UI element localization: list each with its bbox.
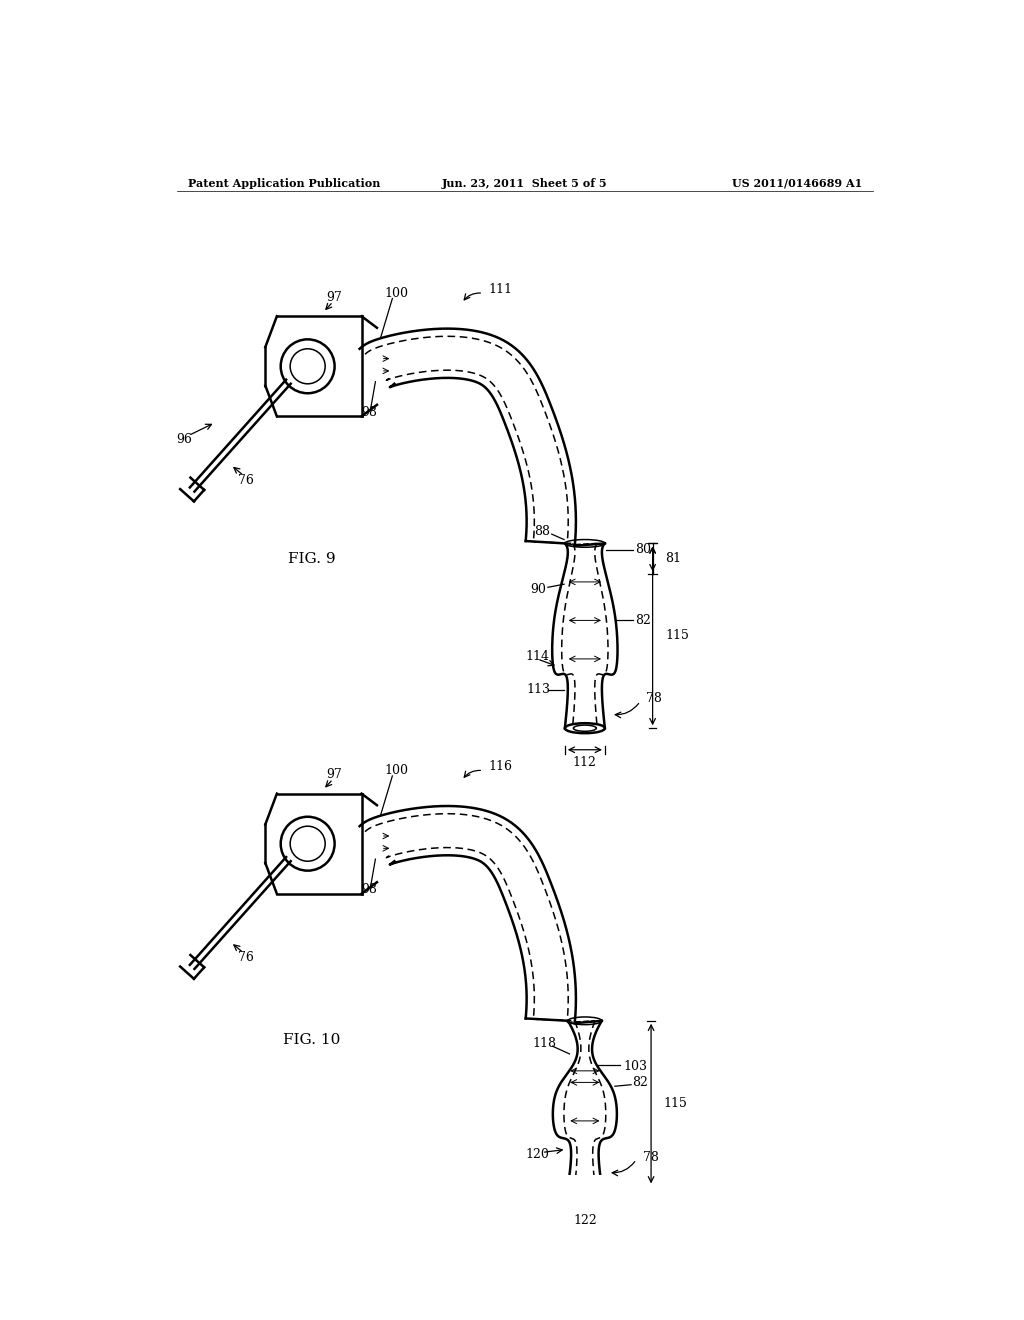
Text: Jun. 23, 2011  Sheet 5 of 5: Jun. 23, 2011 Sheet 5 of 5 bbox=[442, 178, 607, 189]
Text: FIG. 10: FIG. 10 bbox=[283, 1034, 340, 1047]
Text: 100: 100 bbox=[384, 286, 409, 300]
Text: 103: 103 bbox=[624, 1060, 647, 1073]
Text: FIG. 9: FIG. 9 bbox=[288, 552, 335, 566]
Text: 97: 97 bbox=[327, 290, 342, 304]
Text: 80: 80 bbox=[635, 543, 651, 556]
Text: 100: 100 bbox=[384, 764, 409, 777]
Text: 81: 81 bbox=[665, 552, 681, 565]
Text: 96: 96 bbox=[176, 433, 193, 446]
Text: 112: 112 bbox=[572, 755, 597, 768]
Text: 118: 118 bbox=[532, 1038, 557, 1051]
Text: 88: 88 bbox=[535, 525, 551, 539]
Text: 115: 115 bbox=[664, 1097, 687, 1110]
Text: 78: 78 bbox=[643, 1151, 658, 1164]
Text: 122: 122 bbox=[573, 1213, 597, 1226]
Text: 78: 78 bbox=[646, 693, 663, 705]
Text: US 2011/0146689 A1: US 2011/0146689 A1 bbox=[732, 178, 862, 189]
Text: 98: 98 bbox=[361, 407, 377, 418]
Text: 115: 115 bbox=[665, 630, 689, 643]
Text: Patent Application Publication: Patent Application Publication bbox=[188, 178, 381, 189]
Text: 98: 98 bbox=[361, 883, 377, 896]
Text: 82: 82 bbox=[635, 614, 651, 627]
Text: 111: 111 bbox=[488, 282, 513, 296]
Text: 90: 90 bbox=[530, 583, 547, 597]
Text: 97: 97 bbox=[327, 768, 342, 781]
Text: 113: 113 bbox=[526, 684, 551, 696]
Text: 120: 120 bbox=[525, 1147, 549, 1160]
Text: 76: 76 bbox=[239, 952, 254, 964]
Text: 116: 116 bbox=[488, 760, 513, 774]
Text: 76: 76 bbox=[239, 474, 254, 487]
Text: 114: 114 bbox=[525, 649, 549, 663]
Text: 82: 82 bbox=[633, 1076, 648, 1089]
